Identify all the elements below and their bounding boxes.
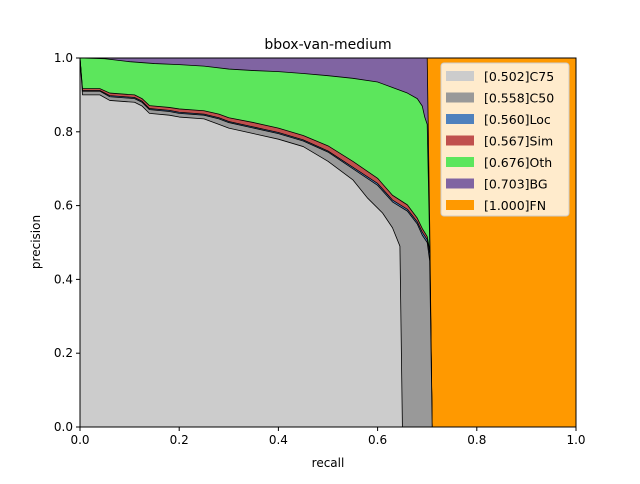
x-tick-label: 1.0	[566, 433, 585, 447]
x-tick-label: 0.8	[467, 433, 486, 447]
legend-swatch	[446, 178, 474, 189]
legend-swatch	[446, 135, 474, 146]
y-tick-label: 0.0	[54, 420, 73, 434]
y-tick-label: 0.6	[54, 199, 73, 213]
x-tick-label: 0.6	[368, 433, 387, 447]
plot-area	[79, 57, 576, 428]
legend-label: [0.560]Loc	[484, 112, 551, 127]
legend-label: [0.703]BG	[484, 177, 548, 192]
y-axis-label: precision	[29, 215, 43, 269]
legend-swatch	[446, 114, 474, 124]
axes: 0.0 0.2 0.4 0.6 0.8 1.0 0.0 0.2 0.4 0.6 0.8 1.0	[54, 51, 586, 447]
x-axis-label: recall	[312, 456, 345, 470]
y-tick-label: 0.8	[54, 125, 73, 139]
x-tick-label: 0.0	[70, 433, 89, 447]
legend-swatch	[446, 157, 474, 167]
chart-title: bbox-van-medium	[264, 37, 391, 53]
x-tick-label: 0.4	[269, 433, 288, 447]
legend-label: [1.000]FN	[484, 198, 546, 213]
y-tick-label: 0.4	[54, 272, 73, 286]
area-c75	[79, 57, 403, 428]
legend: [0.502]C75 [0.558]C50 [0.560]Loc [0.567]Sim…	[440, 62, 570, 217]
legend-swatch	[446, 92, 474, 103]
legend-label: [0.502]C75	[484, 69, 554, 84]
plot-frame	[79, 57, 577, 428]
y-tick-label: 0.2	[54, 346, 73, 360]
legend-label: [0.558]C50	[484, 91, 554, 106]
y-tick-label: 1.0	[54, 51, 73, 65]
legend-label: [0.567]Sim	[484, 134, 553, 149]
legend-swatch	[446, 71, 474, 81]
legend-label: [0.676]Oth	[484, 155, 552, 170]
legend-swatch	[446, 200, 474, 210]
x-tick-label: 0.2	[170, 433, 189, 447]
